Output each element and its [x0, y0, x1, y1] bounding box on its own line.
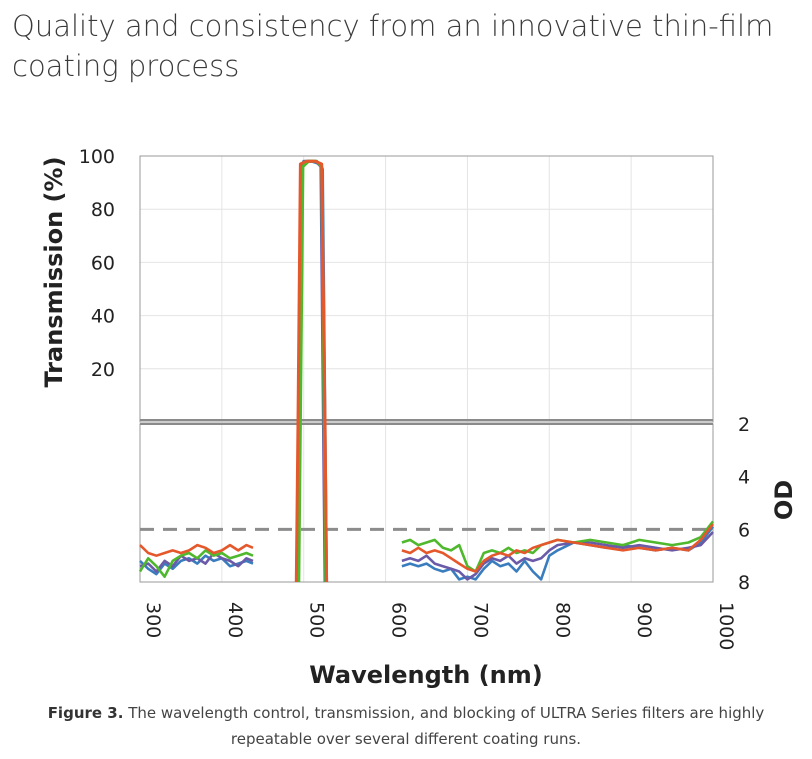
figure-caption: Figure 3. The wavelength control, transm…: [20, 700, 792, 752]
od-series-line: [401, 525, 715, 581]
x-tick-label: 1000: [715, 602, 737, 650]
x-tick-label: 900: [633, 602, 655, 638]
y-axis-title-transmission: Transmission (%): [40, 156, 68, 387]
page-heading: Quality and consistency from an innovati…: [12, 9, 774, 83]
series-2: [138, 159, 715, 583]
transmission-plot-area: [139, 155, 714, 423]
chart-grid: [139, 155, 714, 582]
figure-caption-label: Figure 3.: [47, 704, 124, 722]
od-tick-label: 2: [738, 414, 750, 436]
x-tick-label: 800: [551, 602, 573, 638]
x-axis-title: Wavelength (nm): [309, 661, 542, 689]
transmission-tick-label: 100: [79, 146, 115, 168]
od-series-line: [401, 523, 715, 573]
filter-chart: 300 400 500 600 700 800 900 1000 20 40 60 80 100 2 4…: [40, 146, 798, 689]
od-series-line: [401, 531, 714, 581]
series-1: [139, 159, 714, 583]
od-series-line: [139, 543, 254, 558]
od-tick-label: 8: [738, 572, 750, 594]
transmission-tick-label: 80: [91, 199, 115, 221]
transmission-tick-label: 40: [91, 306, 115, 328]
figure-caption-text: The wavelength control, transmission, an…: [128, 704, 765, 748]
transmission-tick-label: 60: [91, 252, 115, 274]
transmission-tick-labels: 20 40 60 80 100: [79, 146, 115, 381]
od-tick-label: 4: [738, 467, 750, 489]
transmission-tick-label: 20: [91, 359, 115, 381]
chart-series: [138, 159, 715, 583]
x-tick-labels: 300 400 500 600 700 800 900 1000: [142, 602, 737, 650]
x-tick-label: 300: [142, 602, 164, 638]
x-tick-label: 700: [469, 602, 491, 638]
transmission-series-line: [294, 159, 329, 583]
x-tick-label: 500: [306, 602, 328, 638]
series-3: [139, 159, 715, 583]
od-series-line: [138, 549, 254, 579]
y-axis-title-od: OD: [770, 480, 798, 520]
od-tick-labels: 2 4 6 8: [738, 414, 750, 594]
series-0: [139, 159, 715, 583]
x-tick-label: 400: [224, 602, 246, 638]
od-tick-label: 6: [738, 519, 750, 541]
x-tick-label: 600: [388, 602, 410, 638]
